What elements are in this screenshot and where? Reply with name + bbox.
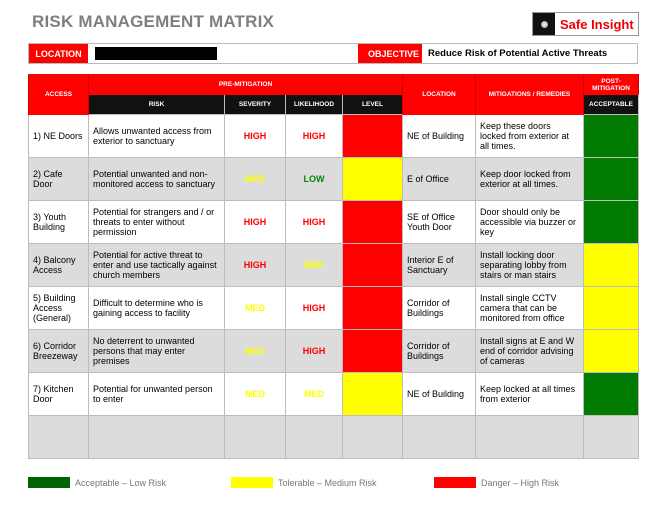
risk-cell: Potential for unwanted person to enter [88, 372, 225, 416]
table-row: 6) Corridor Breezeway No deterrent to un… [28, 329, 640, 373]
logo: Safe Insight [532, 12, 639, 36]
header-location: LOCATION [402, 74, 477, 115]
risk-cell: Potential for strangers and / or threats… [88, 200, 225, 244]
header-pre-mitigation: PRE-MITIGATION [87, 74, 404, 95]
severity-cell: MED [224, 157, 286, 201]
access-cell: 6) Corridor Breezeway [28, 329, 89, 373]
table-row: 2) Cafe Door Potential unwanted and non-… [28, 157, 640, 201]
access-cell: 2) Cafe Door [28, 157, 89, 201]
acceptable-swatch [583, 157, 640, 201]
likelihood-cell: HIGH [285, 114, 343, 158]
access-cell: 7) Kitchen Door [28, 372, 89, 416]
acceptable-swatch [583, 372, 640, 416]
objective-value: Reduce Risk of Potential Active Threats [428, 48, 608, 59]
table-row: 5) Building Access (General) Difficult t… [28, 286, 640, 330]
mitigation-cell: Door should only be accessible via buzze… [475, 200, 585, 244]
location-cell: E of Office [402, 157, 477, 201]
location-value-redacted [95, 47, 217, 60]
location-cell: Corridor of Buildings [402, 286, 477, 330]
table-row: 3) Youth Building Potential for stranger… [28, 200, 640, 244]
logo-text: Safe Insight [560, 16, 634, 32]
header-level: LEVEL [341, 94, 404, 115]
legend-item: Tolerable – Medium Risk [231, 477, 377, 488]
objective-label: OBJECTIVE [358, 44, 422, 63]
access-cell: 3) Youth Building [28, 200, 89, 244]
acceptable-swatch [583, 200, 640, 244]
acceptable-swatch [583, 329, 640, 373]
level-swatch [341, 157, 404, 201]
mitigation-cell: Keep door locked from exterior at all ti… [475, 157, 585, 201]
logo-icon [533, 13, 555, 35]
table-row: 7) Kitchen Door Potential for unwanted p… [28, 372, 640, 416]
level-swatch [341, 114, 404, 158]
header-acceptable: ACCEPTABLE [583, 94, 640, 115]
acceptable-swatch [583, 114, 640, 158]
header-severity: SEVERITY [224, 94, 286, 115]
level-swatch [341, 286, 404, 330]
legend-label: Tolerable – Medium Risk [278, 477, 377, 488]
empty-row [28, 415, 640, 459]
legend-swatch [231, 477, 273, 488]
access-cell: 4) Balcony Access [28, 243, 89, 287]
level-swatch [341, 200, 404, 244]
level-swatch [341, 372, 404, 416]
severity-cell: HIGH [224, 243, 286, 287]
access-cell: 1) NE Doors [28, 114, 89, 158]
mitigation-cell: Keep these doors locked from exterior at… [475, 114, 585, 158]
location-cell: NE of Building [402, 114, 477, 158]
acceptable-swatch [583, 286, 640, 330]
legend-label: Acceptable – Low Risk [75, 477, 167, 488]
risk-cell: Difficult to determine who is gaining ac… [88, 286, 225, 330]
location-label: LOCATION [29, 44, 88, 63]
header-access: ACCESS [28, 74, 89, 115]
acceptable-swatch [583, 243, 640, 287]
page-title: RISK MANAGEMENT MATRIX [32, 12, 275, 31]
likelihood-cell: MED [285, 243, 343, 287]
risk-cell: No deterrent to unwanted persons that ma… [88, 329, 225, 373]
likelihood-cell: HIGH [285, 329, 343, 373]
legend-item: Danger – High Risk [434, 477, 559, 488]
severity-cell: MED [224, 329, 286, 373]
severity-cell: HIGH [224, 114, 286, 158]
risk-cell: Allows unwanted access from exterior to … [88, 114, 225, 158]
severity-cell: MED [224, 372, 286, 416]
risk-matrix-table: ACCESS PRE-MITIGATION LOCATION MITIGATIO… [28, 74, 640, 459]
severity-cell: MED [224, 286, 286, 330]
location-cell: Corridor of Buildings [402, 329, 477, 373]
level-swatch [341, 329, 404, 373]
header-risk: RISK [88, 94, 225, 115]
location-cell: Interior E of Sanctuary [402, 243, 477, 287]
legend-swatch [28, 477, 70, 488]
level-swatch [341, 243, 404, 287]
info-bar: LOCATION OBJECTIVE Reduce Risk of Potent… [28, 43, 638, 64]
location-cell: SE of Office Youth Door [402, 200, 477, 244]
location-cell: NE of Building [402, 372, 477, 416]
likelihood-cell: HIGH [285, 200, 343, 244]
likelihood-cell: HIGH [285, 286, 343, 330]
table-row: 1) NE Doors Allows unwanted access from … [28, 114, 640, 158]
table-row: 4) Balcony Access Potential for active t… [28, 243, 640, 287]
severity-cell: HIGH [224, 200, 286, 244]
legend-swatch [434, 477, 476, 488]
header-likelihood: LIKELIHOOD [285, 94, 343, 115]
mitigation-cell: Install locking door separating lobby fr… [475, 243, 585, 287]
access-cell: 5) Building Access (General) [28, 286, 89, 330]
mitigation-cell: Keep locked at all times from exterior [475, 372, 585, 416]
mitigation-cell: Install single CCTV camera that can be m… [475, 286, 585, 330]
legend-label: Danger – High Risk [481, 477, 560, 488]
likelihood-cell: MED [285, 372, 343, 416]
likelihood-cell: LOW [285, 157, 343, 201]
risk-cell: Potential unwanted and non-monitored acc… [88, 157, 225, 201]
header-mitigations: MITIGATIONS / REMEDIES [475, 74, 585, 115]
mitigation-cell: Install signs at E and W end of corridor… [475, 329, 585, 373]
risk-cell: Potential for active threat to enter and… [88, 243, 225, 287]
legend-item: Acceptable – Low Risk [28, 477, 166, 488]
header-post-mitigation: POST-MITIGATION [583, 74, 640, 95]
